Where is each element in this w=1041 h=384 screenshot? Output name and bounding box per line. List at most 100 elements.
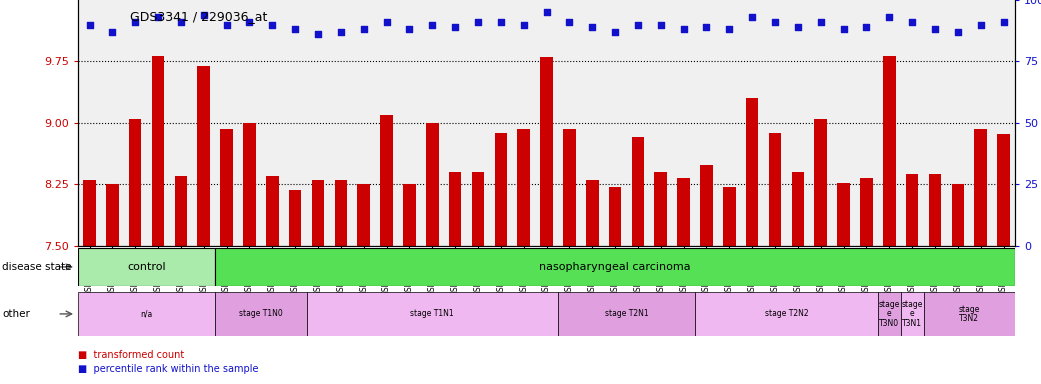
Bar: [215, 248, 1015, 286]
Point: [789, 24, 806, 30]
Bar: [923, 292, 1015, 336]
Bar: [997, 134, 1010, 246]
Bar: [746, 98, 759, 246]
Bar: [472, 172, 484, 246]
Bar: [929, 174, 941, 246]
Point: [653, 22, 669, 28]
Point: [584, 24, 601, 30]
Point: [264, 22, 281, 28]
Bar: [198, 66, 210, 246]
Bar: [403, 184, 415, 246]
Text: GDS3341 / 229036_at: GDS3341 / 229036_at: [130, 10, 268, 23]
Bar: [951, 184, 964, 246]
Bar: [695, 292, 878, 336]
Text: stage T1N1: stage T1N1: [410, 310, 454, 318]
Point: [219, 22, 235, 28]
Point: [812, 19, 829, 25]
Point: [378, 19, 395, 25]
Bar: [723, 187, 736, 246]
Bar: [449, 172, 461, 246]
Bar: [357, 184, 370, 246]
Bar: [426, 123, 438, 246]
Bar: [221, 129, 233, 246]
Bar: [215, 292, 307, 336]
Bar: [244, 123, 256, 246]
Point: [904, 19, 920, 25]
Point: [173, 19, 189, 25]
Bar: [334, 180, 347, 246]
Bar: [311, 180, 325, 246]
Bar: [129, 119, 142, 246]
Point: [242, 19, 258, 25]
Bar: [768, 133, 782, 246]
Point: [355, 26, 372, 33]
Point: [81, 22, 98, 28]
Point: [104, 29, 121, 35]
Bar: [517, 129, 530, 246]
Point: [926, 26, 943, 33]
Bar: [288, 190, 302, 246]
Point: [469, 19, 486, 25]
Bar: [609, 187, 621, 246]
Bar: [701, 166, 713, 246]
Text: stage T2N2: stage T2N2: [765, 310, 808, 318]
Text: stage
T3N2: stage T3N2: [959, 305, 980, 323]
Bar: [106, 184, 119, 246]
Bar: [558, 292, 695, 336]
Bar: [632, 137, 644, 246]
Point: [676, 26, 692, 33]
Point: [515, 22, 532, 28]
Point: [949, 29, 966, 35]
Point: [492, 19, 509, 25]
Bar: [380, 115, 392, 246]
Text: nasopharyngeal carcinoma: nasopharyngeal carcinoma: [539, 262, 691, 272]
Bar: [814, 119, 827, 246]
Point: [401, 26, 417, 33]
Bar: [586, 180, 599, 246]
Point: [835, 26, 852, 33]
Text: ■  transformed count: ■ transformed count: [78, 350, 184, 360]
Point: [699, 24, 715, 30]
Bar: [837, 183, 849, 246]
Bar: [307, 292, 558, 336]
Text: stage
e
T3N0: stage e T3N0: [879, 300, 900, 328]
Point: [150, 14, 167, 20]
Bar: [791, 172, 804, 246]
Bar: [655, 172, 667, 246]
Bar: [540, 57, 553, 246]
Point: [972, 22, 989, 28]
Point: [995, 19, 1012, 25]
Bar: [878, 292, 900, 336]
Point: [309, 31, 326, 38]
Point: [127, 19, 144, 25]
Text: ■  percentile rank within the sample: ■ percentile rank within the sample: [78, 364, 258, 374]
Point: [287, 26, 304, 33]
Point: [630, 22, 646, 28]
Bar: [563, 129, 576, 246]
Point: [607, 29, 624, 35]
Point: [881, 14, 897, 20]
Point: [561, 19, 578, 25]
Bar: [175, 176, 187, 246]
Point: [332, 29, 349, 35]
Bar: [83, 180, 96, 246]
Text: disease state: disease state: [2, 262, 72, 272]
Bar: [974, 129, 987, 246]
Text: stage
e
T3N1: stage e T3N1: [902, 300, 922, 328]
Point: [196, 12, 212, 18]
Bar: [152, 56, 164, 246]
Text: n/a: n/a: [141, 310, 153, 318]
Bar: [78, 248, 215, 286]
Point: [424, 22, 440, 28]
Point: [447, 24, 463, 30]
Bar: [78, 292, 215, 336]
Text: other: other: [2, 309, 30, 319]
Text: stage T2N1: stage T2N1: [605, 310, 649, 318]
Bar: [860, 178, 872, 246]
Text: stage T1N0: stage T1N0: [239, 310, 283, 318]
Bar: [494, 133, 507, 246]
Point: [721, 26, 738, 33]
Text: control: control: [127, 262, 166, 272]
Point: [767, 19, 784, 25]
Bar: [900, 292, 923, 336]
